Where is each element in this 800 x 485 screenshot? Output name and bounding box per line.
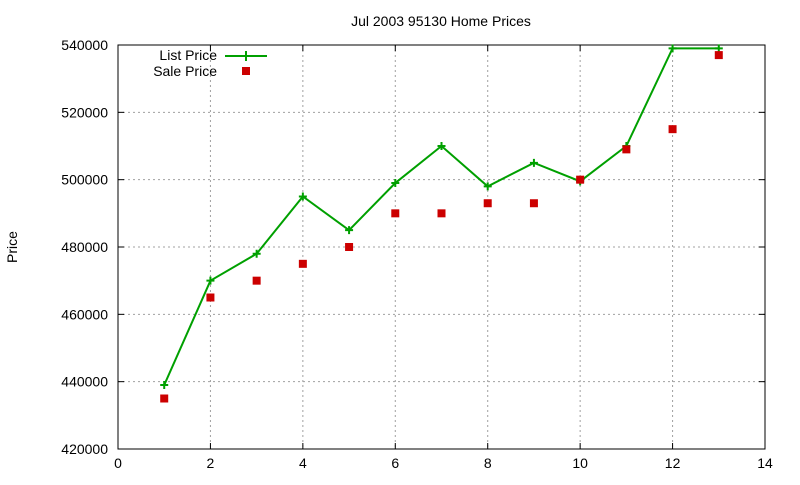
list-price-point <box>714 44 723 53</box>
data-series <box>160 44 723 403</box>
axis-ticks: 0 2 4 6 8 10 12 14 420000 440000 460000 480000 50000… <box>61 37 773 471</box>
list-price-point <box>206 276 215 285</box>
legend-label-sale-price: Sale Price <box>153 63 217 79</box>
plot-frame <box>117 44 766 450</box>
list-price-point <box>529 158 538 167</box>
list-price-point <box>252 249 261 258</box>
x-tick-label: 0 <box>114 455 122 471</box>
sale-price-point <box>298 259 307 268</box>
list-price-point <box>483 182 492 191</box>
sale-price-point <box>483 199 492 208</box>
legend: List Price Sale Price <box>153 47 267 79</box>
x-tick-label: 10 <box>572 455 588 471</box>
grid-lines <box>118 45 765 449</box>
y-tick-label: 540000 <box>61 37 108 53</box>
list-price-point <box>298 192 307 201</box>
list-price-point <box>160 381 169 390</box>
x-tick-label: 8 <box>484 455 492 471</box>
sale-price-point <box>206 293 215 302</box>
x-tick-label: 12 <box>665 455 681 471</box>
sale-price-point <box>345 243 354 251</box>
y-tick-label: 420000 <box>61 441 108 457</box>
x-tick-label: 14 <box>757 455 773 471</box>
sale-price-point <box>622 145 631 154</box>
list-price-point <box>391 179 400 188</box>
x-tick-label: 4 <box>299 455 307 471</box>
y-tick-label: 440000 <box>61 374 108 390</box>
x-tick-label: 6 <box>391 455 399 471</box>
list-price-point <box>437 142 446 150</box>
y-tick-label: 520000 <box>61 104 108 120</box>
list-price-point <box>668 44 677 53</box>
chart-title: Jul 2003 95130 Home Prices <box>351 13 531 29</box>
legend-label-list-price: List Price <box>159 47 217 63</box>
list-price-point <box>345 226 354 235</box>
sale-price-point <box>252 276 261 285</box>
y-tick-label: 460000 <box>61 306 108 322</box>
sale-price-point <box>668 125 677 134</box>
y-tick-label: 480000 <box>61 239 108 255</box>
legend-marker-list-price <box>241 51 251 61</box>
y-axis-label: Price <box>4 231 20 263</box>
sale-price-point <box>391 209 400 218</box>
sale-price-point <box>437 209 446 218</box>
y-tick-label: 500000 <box>61 172 108 188</box>
sale-price-point <box>714 51 723 60</box>
x-tick-label: 2 <box>207 455 215 471</box>
legend-marker-sale-price <box>242 67 250 75</box>
sale-price-point <box>160 394 169 403</box>
sale-price-point <box>529 199 538 208</box>
sale-price-point <box>576 175 585 184</box>
